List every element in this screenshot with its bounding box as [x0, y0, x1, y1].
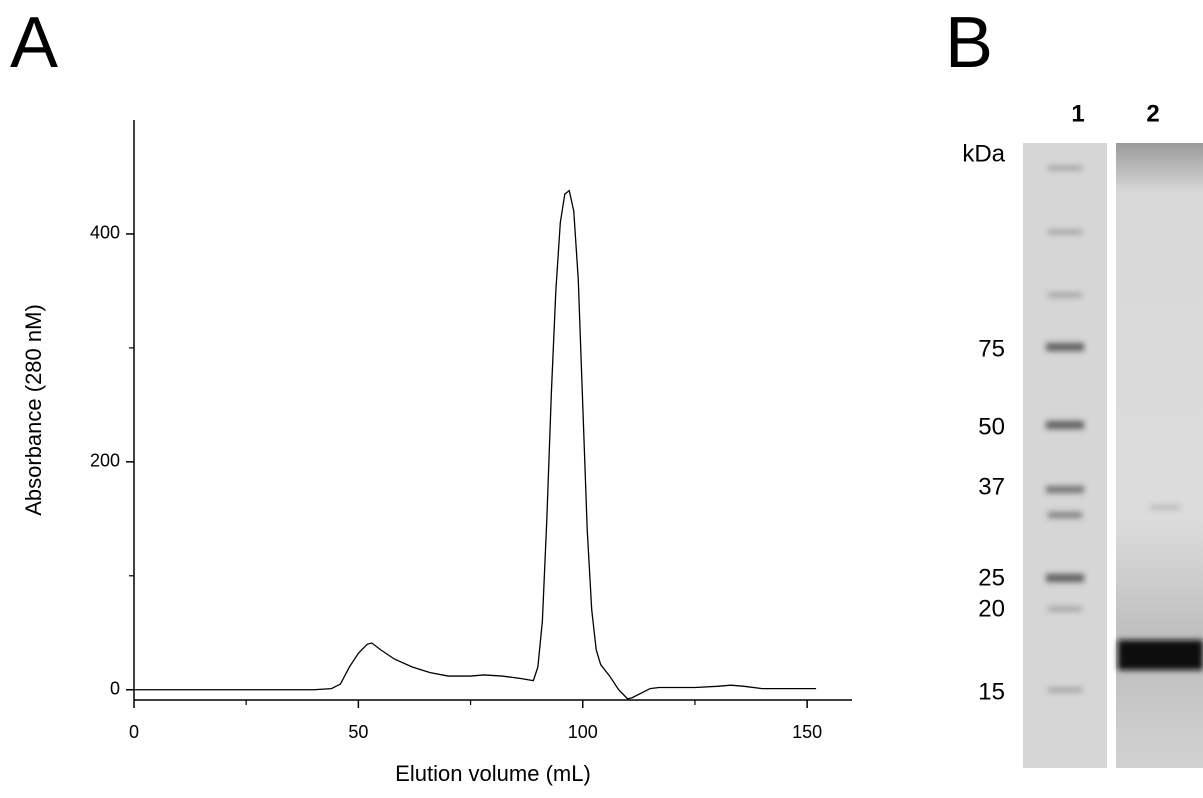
unit-label: kDa — [962, 140, 1005, 167]
x-tick-label: 150 — [792, 722, 822, 742]
y-axis-title: Absorbance (280 nM) — [21, 304, 46, 516]
y-tick-label: 0 — [110, 678, 120, 698]
y-tick-label: 400 — [90, 223, 120, 243]
marker-label: 25 — [978, 564, 1005, 591]
x-axis-title: Elution volume (mL) — [395, 761, 591, 786]
x-tick-label: 100 — [568, 722, 598, 742]
x-tick-label: 0 — [129, 722, 139, 742]
figure: A B 0501001500200400Elution volume (mL)A… — [0, 0, 1203, 793]
marker-label: 37 — [978, 473, 1005, 500]
x-tick-label: 50 — [348, 722, 368, 742]
lane-label: 2 — [1146, 100, 1159, 127]
y-tick-label: 200 — [90, 451, 120, 471]
gel-lane — [1023, 143, 1107, 768]
line-series — [134, 191, 816, 699]
marker-label: 15 — [978, 678, 1005, 705]
gel-lane — [1116, 143, 1203, 768]
chromatogram: 0 50 100 150 0 200 400 Elution volume (mL) Absor… — [21, 120, 852, 786]
panel-label: A — [10, 3, 58, 83]
marker-label: 50 — [978, 413, 1005, 440]
marker-label: 75 — [978, 335, 1005, 362]
lane-label: 1 — [1071, 100, 1084, 127]
marker-label: 20 — [978, 595, 1005, 622]
panel-label: B — [945, 3, 993, 83]
gel — [1023, 143, 1203, 768]
